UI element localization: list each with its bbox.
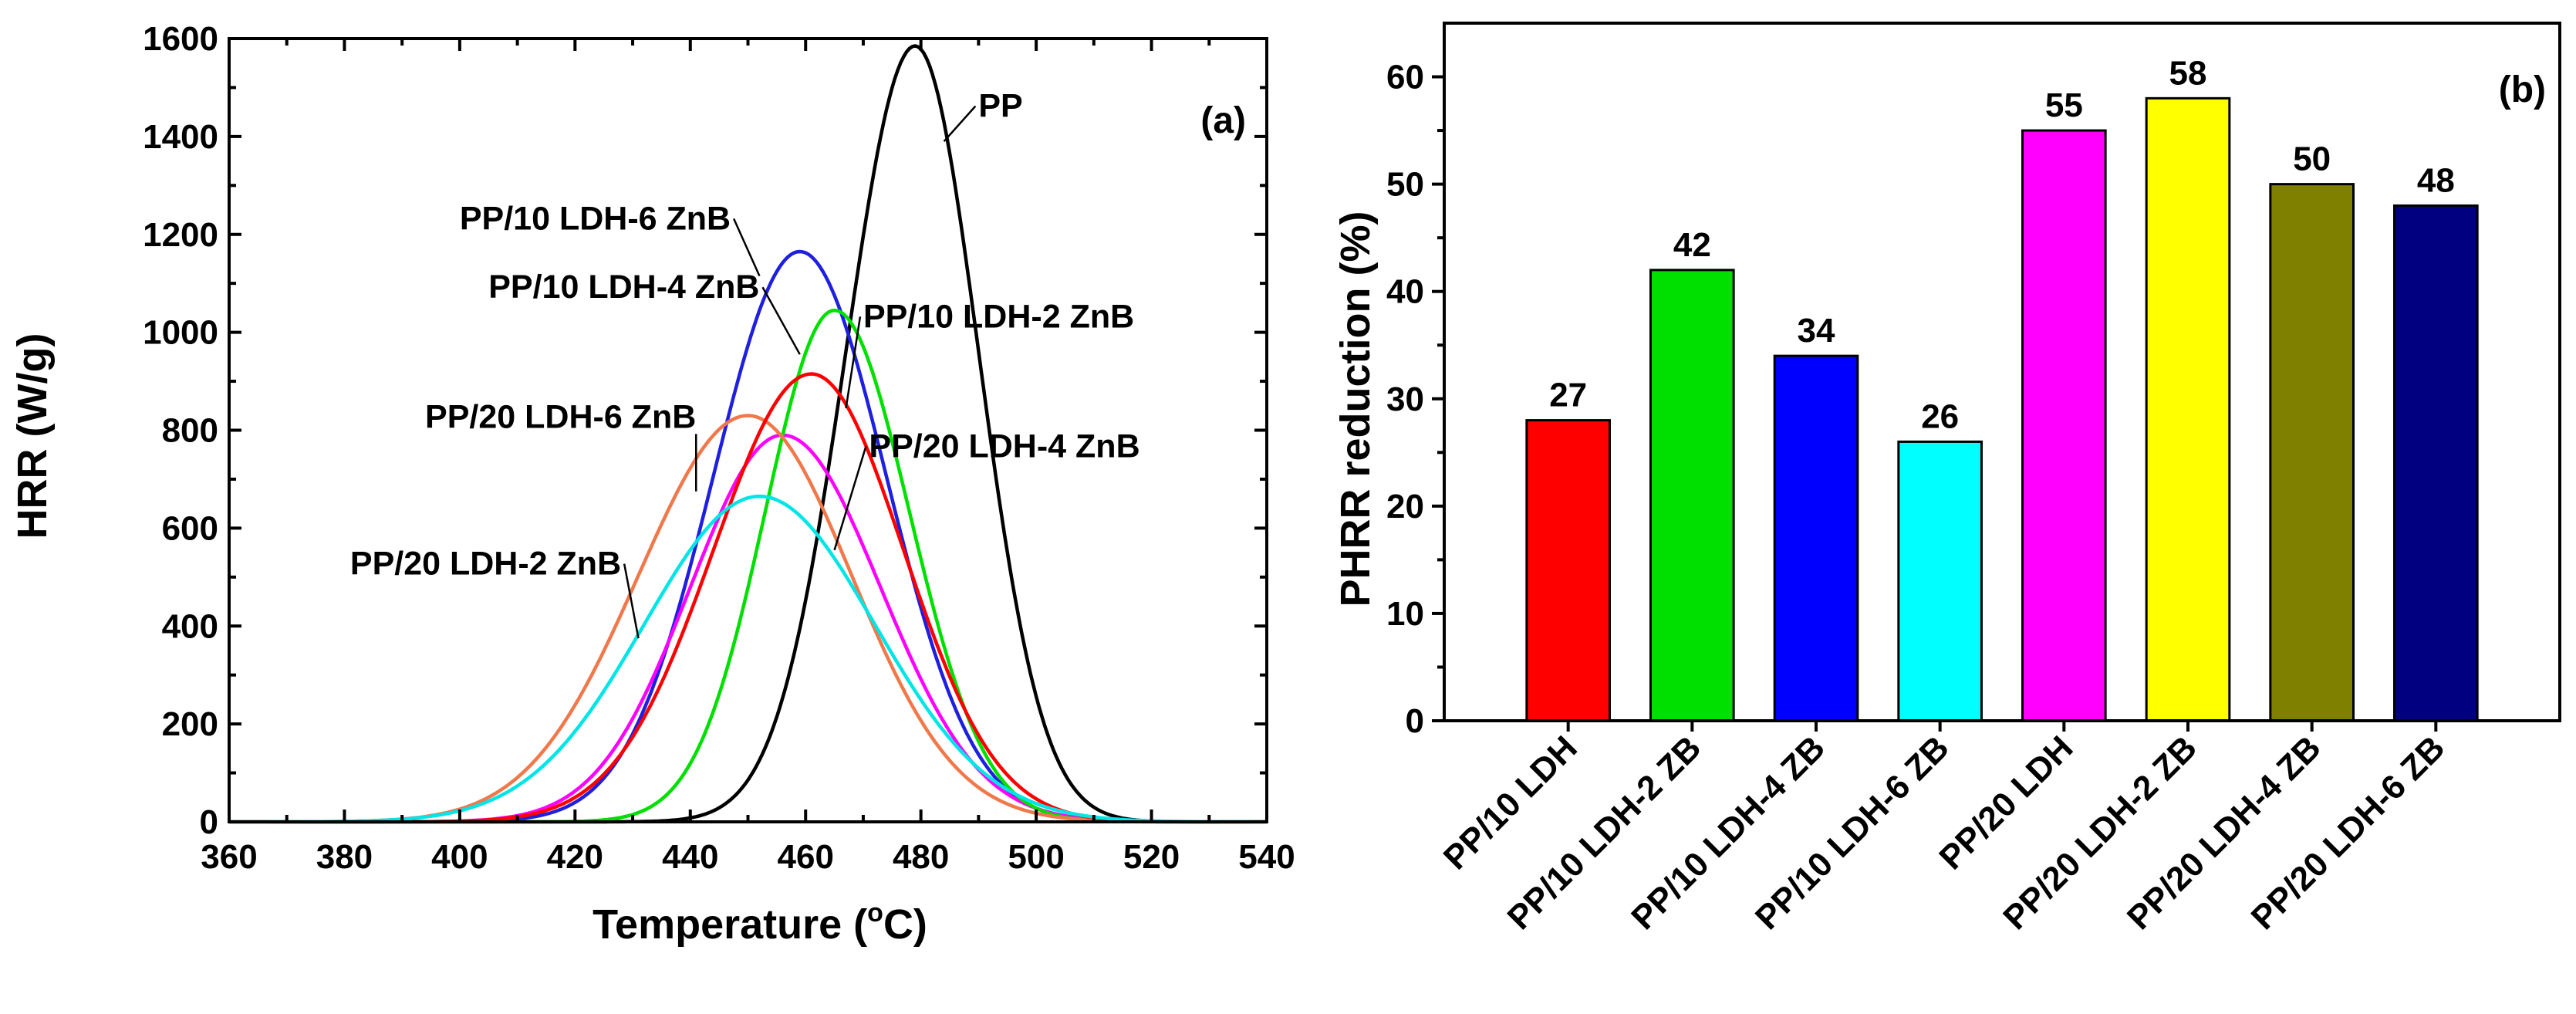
hrr-annotation-label: PP/20 LDH-6 ZnB (425, 398, 696, 435)
hrr-y-tick-label: 800 (162, 412, 218, 450)
hrr-series-line-pp-10-ldh-4-znb (229, 433, 1267, 824)
phrr-bar (2145, 96, 2231, 722)
hrr-annotation-label: PP/20 LDH-4 ZnB (869, 428, 1139, 465)
hrr-series-line-pp-20-ldh-6-znb (229, 414, 1267, 824)
x-title-degree: o (867, 898, 883, 928)
phrr-bar-value-label: 58 (2169, 54, 2207, 92)
hrr-y-tick-label: 1000 (143, 314, 218, 352)
hrr-y-tick-label: 0 (200, 803, 218, 841)
phrr-bar-value-label: 55 (2045, 86, 2083, 124)
hrr-annotation-leader (732, 218, 761, 277)
hrr-y-tick-label: 400 (162, 607, 218, 645)
hrr-annotation-label: PP/10 LDH-2 ZnB (863, 298, 1134, 335)
phrr-bars: 27 42 34 26 55 58 50 48 (1525, 54, 2479, 722)
hrr-annotation-leader (943, 105, 977, 143)
hrr-annotations: PP PP/10 LDH-6 ZnB PP/10 LDH-4 ZnB PP/10 LD… (350, 88, 1140, 639)
hrr-x-tick-label: 380 (316, 838, 373, 876)
phrr-bar (1649, 269, 1735, 722)
phrr-y-tick-label: 60 (1386, 59, 1424, 96)
hrr-x-tick-label: 400 (431, 838, 488, 876)
phrr-bar (1525, 419, 1611, 722)
hrr-annotation-label: PP/10 LDH-6 ZnB (460, 200, 731, 237)
hrr-annotation-leader (833, 446, 867, 551)
panel-a-label: (a) (1200, 100, 1246, 141)
phrr-plot-frame (1443, 22, 2561, 722)
phrr-y-tick-label: 10 (1386, 595, 1424, 633)
phrr-y-tick-label: 0 (1406, 702, 1424, 740)
hrr-x-tick-label: 480 (893, 838, 949, 876)
phrr-bar-value-label: 26 (1921, 397, 1959, 435)
hrr-series-line-pp-10-ldh-6-znb (229, 249, 1267, 824)
hrr-x-tick-label: 460 (778, 838, 834, 876)
phrr-bar (1773, 354, 1859, 722)
hrr-y-tick-label: 1600 (143, 20, 218, 58)
phrr-bar (2269, 183, 2355, 722)
hrr-y-tick-label: 1200 (143, 216, 218, 254)
phrr-y-tick-label: 50 (1386, 166, 1424, 204)
hrr-y-tick-label: 600 (162, 509, 218, 547)
panel-b-label: (b) (2499, 69, 2546, 110)
phrr-bar (2393, 204, 2479, 722)
hrr-annotation-leader (845, 316, 862, 409)
phrr-bar-value-label: 34 (1798, 312, 1835, 350)
hrr-x-tick-label: 540 (1238, 838, 1295, 876)
hrr-annotation-leader (761, 286, 801, 355)
phrr-bar-value-label: 48 (2417, 161, 2455, 199)
phrr-y-axis-title: PHRR reduction (%) (1332, 211, 1379, 607)
hrr-x-tick-label: 500 (1008, 838, 1064, 876)
hrr-y-tick-label: 1400 (143, 118, 218, 156)
hrr-x-tick-label: 360 (201, 838, 257, 876)
phrr-bar-value-label: 50 (2293, 140, 2331, 178)
phrr-bar-value-label: 27 (1549, 377, 1587, 414)
phrr-y-tick-label: 20 (1386, 488, 1424, 526)
hrr-x-tick-label: 420 (547, 838, 603, 876)
x-title-unit: C) (883, 901, 927, 948)
hrr-y-axis-title: HRR (W/g) (9, 333, 56, 539)
phrr-bar-value-label: 42 (1673, 226, 1711, 264)
hrr-annotation-label: PP/20 LDH-2 ZnB (350, 546, 621, 583)
phrr-y-tick-label: 40 (1386, 273, 1424, 311)
hrr-annotation-label: PP/10 LDH-4 ZnB (488, 269, 759, 306)
phrr-y-tick-label: 30 (1386, 380, 1424, 418)
hrr-y-tick-label: 200 (162, 705, 218, 743)
hrr-annotation-label: PP (978, 88, 1022, 125)
hrr-x-axis-title: Temperature (oC) (593, 898, 927, 948)
phrr-bar (2021, 129, 2107, 722)
x-title-main: Temperature ( (593, 901, 867, 948)
hrr-annotation-leader (623, 563, 640, 639)
hrr-axes: 360 380 400 420 440 460 480 500 520 540 0 200 400 600… (143, 20, 1295, 876)
hrr-x-tick-label: 520 (1123, 838, 1180, 876)
hrr-line-chart: 360 380 400 420 440 460 480 500 520 540 0 200 400 600… (9, 20, 1295, 948)
phrr-bar (1897, 440, 1983, 722)
hrr-x-tick-label: 440 (662, 838, 718, 876)
